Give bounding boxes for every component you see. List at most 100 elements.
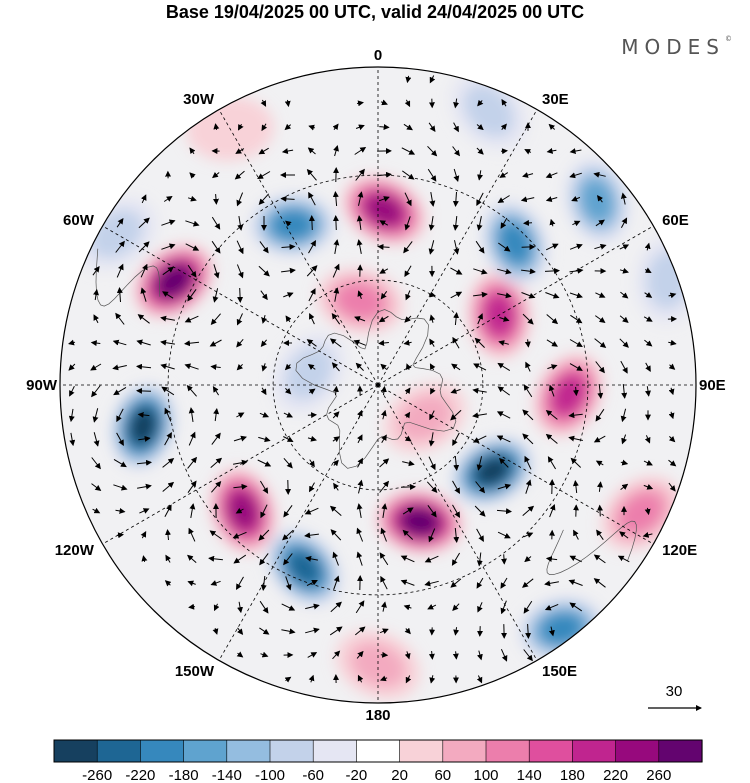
wind-arrow [236, 651, 244, 658]
anomaly-center [342, 175, 426, 246]
wind-arrow [281, 243, 296, 250]
wind-arrow [233, 435, 247, 442]
meridian-label: 150W [175, 663, 215, 680]
wind-arrow [210, 457, 223, 468]
meridian-label: 120E [662, 542, 697, 559]
wind-arrow [284, 676, 292, 683]
wind-arrow [210, 364, 221, 371]
wind-arrow [520, 196, 535, 203]
wind-arrow [619, 315, 629, 323]
wind-arrow [620, 483, 629, 490]
wind-arrow [668, 387, 675, 396]
graticule [60, 67, 696, 703]
wind-arrow [453, 527, 460, 543]
wind-arrow [210, 313, 221, 326]
wind-arrow [545, 196, 558, 202]
anomaly-center [134, 244, 214, 319]
wind-arrow [522, 578, 534, 588]
wind-arrow [404, 627, 411, 635]
wind-arrow [597, 383, 604, 399]
wind-arrow [380, 651, 389, 658]
wind-arrow [138, 435, 151, 442]
wind-arrow [497, 268, 512, 275]
wind-arrow [69, 385, 75, 397]
wind-arrow [308, 215, 315, 231]
wind-arrow [376, 171, 392, 178]
colorbar-swatch [96, 739, 141, 763]
wind-arrow [332, 385, 339, 396]
wind-arrow [547, 456, 557, 470]
wind-arrow [138, 217, 150, 229]
wind-arrow [235, 148, 245, 154]
wind-arrow [477, 170, 483, 181]
wind-arrow [450, 409, 462, 421]
wind-arrow [261, 123, 268, 132]
colorbar-swatch [658, 739, 703, 763]
wind-arrow [500, 554, 507, 565]
wind-arrow [115, 507, 126, 514]
wind-arrow [213, 194, 219, 205]
wind-arrow [164, 580, 172, 587]
wind-arrow [259, 600, 269, 614]
wind-arrow [473, 363, 487, 371]
wind-arrow [428, 651, 435, 660]
wind-arrow [283, 457, 293, 469]
wind-arrow [115, 240, 125, 253]
wind-arrow [500, 600, 507, 615]
colorbar-tick-label: -20 [346, 767, 368, 783]
wind-arrow [332, 411, 340, 419]
wind-arrow [568, 412, 583, 419]
wind-arrow [453, 122, 459, 133]
wind-arrow [233, 554, 247, 564]
wind-arrow [308, 124, 315, 131]
wind-arrow [402, 170, 415, 180]
wind-arrow [429, 192, 436, 207]
wind-arrow [285, 315, 292, 323]
wind-arrow [307, 652, 318, 658]
wind-arrow [429, 363, 436, 371]
wind-arrow [284, 387, 292, 395]
wind-arrow [165, 554, 172, 563]
wind-arrow [282, 529, 294, 541]
wind-arrow [620, 459, 629, 466]
colorbar-swatch [485, 739, 530, 763]
wind-arrow [209, 339, 222, 347]
wind-arrow [112, 339, 127, 346]
wind-arrow [644, 267, 652, 273]
colorbar-swatch [356, 739, 401, 763]
wind-arrow [357, 674, 364, 683]
colorbar-swatch [399, 739, 444, 763]
wind-arrow [621, 384, 628, 399]
wind-arrow [426, 481, 438, 493]
wind-arrow [161, 386, 175, 396]
wind-arrow [237, 216, 244, 231]
wind-arrow [379, 480, 390, 493]
wind-arrow [499, 172, 509, 178]
wind-arrow [571, 195, 581, 202]
wind-arrow [188, 603, 195, 610]
wind-arrow [163, 195, 173, 202]
wind-arrow [521, 292, 536, 299]
wind-arrow [257, 459, 272, 467]
wind-arrow [330, 601, 342, 613]
wind-arrow [475, 240, 485, 254]
wind-arrow [427, 604, 437, 610]
wind-arrow [308, 674, 315, 683]
wind-arrow [259, 627, 270, 635]
wind-arrow [90, 340, 101, 347]
wind-arrow [93, 314, 99, 324]
wind-arrow [405, 675, 412, 684]
wind-arrow [381, 601, 387, 612]
wind-arrow [380, 99, 388, 106]
wind-arrow [236, 338, 244, 348]
colorbar-swatch [183, 739, 228, 763]
brand-logo: MODES© [621, 35, 732, 59]
wind-arrow [189, 172, 196, 179]
colorbar-swatch [442, 739, 487, 763]
wind-arrow [92, 507, 101, 514]
wind-arrow [356, 551, 363, 566]
wind-arrow [379, 123, 390, 130]
wind-arrow [496, 508, 512, 515]
wind-arrow [668, 459, 677, 467]
